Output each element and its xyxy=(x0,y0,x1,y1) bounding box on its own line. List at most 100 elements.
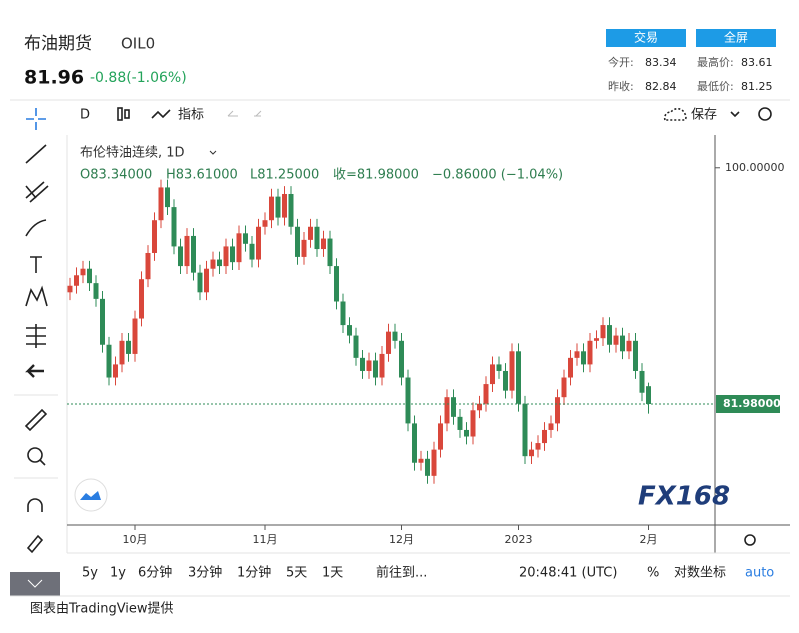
candle-body xyxy=(249,243,255,260)
indicator-icon[interactable] xyxy=(151,109,171,119)
title: 布油期货 xyxy=(24,34,92,54)
stat-label: 最高价: xyxy=(697,55,734,69)
candle-body xyxy=(275,196,281,218)
x-tick-label: 12月 xyxy=(389,533,414,546)
interval[interactable]: D xyxy=(80,108,90,123)
candle-body xyxy=(327,238,333,267)
candle-body xyxy=(457,416,463,430)
candle-body xyxy=(483,384,489,404)
stat-value: 81.25 xyxy=(741,80,773,93)
legend-ohlc: −0.86000 (−1.04%) xyxy=(432,168,563,183)
candle-body xyxy=(594,338,599,341)
dropdown[interactable] xyxy=(730,111,740,118)
candle-body xyxy=(210,259,216,269)
trade-button[interactable] xyxy=(606,29,686,47)
candle-body xyxy=(93,283,99,299)
candle-body xyxy=(100,298,105,345)
candle-body xyxy=(171,207,177,247)
save[interactable]: 保存 xyxy=(691,108,717,123)
candle-body xyxy=(152,220,157,253)
last-price-label: 81.98000 xyxy=(723,397,781,410)
range-button[interactable]: 6分钟 xyxy=(138,565,172,581)
undo-redo[interactable] xyxy=(227,110,262,117)
percent-toggle[interactable]: % xyxy=(647,566,659,581)
range-bar: 5y 1y 6分钟 3分钟 1分钟 5天 1天 xyxy=(82,565,343,581)
stat-label: 最低价: xyxy=(697,80,734,93)
footer: 图表由TradingView提供 xyxy=(30,601,174,617)
range-button[interactable]: 3分钟 xyxy=(188,565,222,581)
candle-body xyxy=(80,268,86,276)
candle-body xyxy=(451,397,456,417)
candle-body xyxy=(321,238,326,250)
range-button[interactable]: 1分钟 xyxy=(237,565,271,581)
candle-body xyxy=(360,357,365,371)
candle-body xyxy=(340,301,346,326)
candle-body xyxy=(561,377,567,398)
candle-body xyxy=(633,340,638,371)
axis-settings[interactable] xyxy=(744,534,756,546)
candle-body xyxy=(503,370,508,391)
stat-value: 82.84 xyxy=(645,80,677,93)
candle-body xyxy=(392,331,398,341)
range-button[interactable]: 1y xyxy=(110,566,126,581)
tv-logo-icon[interactable] xyxy=(80,491,101,500)
range-button[interactable]: 5y xyxy=(82,566,98,581)
legend-dropdown[interactable] xyxy=(209,150,217,155)
candle-body xyxy=(132,318,138,354)
candle-body xyxy=(126,340,131,354)
x-tick-label: 2023 xyxy=(505,533,533,546)
candle-body xyxy=(431,449,437,476)
last-price-box xyxy=(716,395,780,414)
candle-icon[interactable] xyxy=(117,107,130,121)
candle-body xyxy=(607,325,612,345)
candle-body xyxy=(509,351,515,391)
candle-body xyxy=(587,340,593,365)
watermark: FX168 xyxy=(638,482,730,512)
candle-body xyxy=(113,364,118,378)
collapse-icon[interactable] xyxy=(27,579,43,588)
candle-body xyxy=(425,458,430,476)
candle-body xyxy=(444,397,450,424)
fullscreen-button[interactable] xyxy=(696,29,776,47)
candle-body xyxy=(74,275,79,286)
candle-body xyxy=(568,357,573,378)
candle-body xyxy=(288,193,294,227)
candle-body xyxy=(243,233,248,244)
candle-body xyxy=(626,340,632,352)
x-tick-label: 2月 xyxy=(640,533,658,546)
candle-body xyxy=(405,377,411,424)
log-toggle[interactable]: 对数坐标 xyxy=(674,566,726,581)
candle-body xyxy=(230,246,235,263)
candle-body xyxy=(386,331,391,354)
candle-body xyxy=(600,325,606,339)
candle-body xyxy=(522,403,528,457)
candle-body xyxy=(366,360,372,371)
collapse-button[interactable] xyxy=(10,572,60,596)
candle-body xyxy=(613,335,619,345)
range-button[interactable]: 1天 xyxy=(322,566,343,581)
legend-ohlc: L81.25000 xyxy=(250,168,319,183)
candle-body xyxy=(464,429,469,437)
candle-body xyxy=(496,364,502,371)
candle-body xyxy=(308,226,313,240)
candle-body xyxy=(145,252,151,280)
x-tick-label: 10月 xyxy=(123,533,148,546)
candle-body xyxy=(418,458,424,463)
indicators[interactable]: 指标 xyxy=(178,108,204,123)
goto[interactable]: 前往到... xyxy=(376,565,427,581)
fullscreen-button-label[interactable]: 全屏 xyxy=(724,30,748,45)
trade-button-label[interactable]: 交易 xyxy=(634,30,658,45)
candle-body xyxy=(438,423,443,450)
candle-body xyxy=(106,344,112,378)
range-button[interactable]: 5天 xyxy=(286,566,307,581)
left-toolbar[interactable] xyxy=(24,108,49,554)
candle-body xyxy=(295,226,300,257)
auto-toggle[interactable]: auto xyxy=(745,566,774,581)
candle-body xyxy=(353,335,359,358)
candle-body xyxy=(262,220,268,227)
tv-logo[interactable] xyxy=(74,478,108,512)
settings-icon[interactable] xyxy=(758,107,772,121)
candle-body xyxy=(139,279,144,319)
candle-body xyxy=(516,351,521,404)
